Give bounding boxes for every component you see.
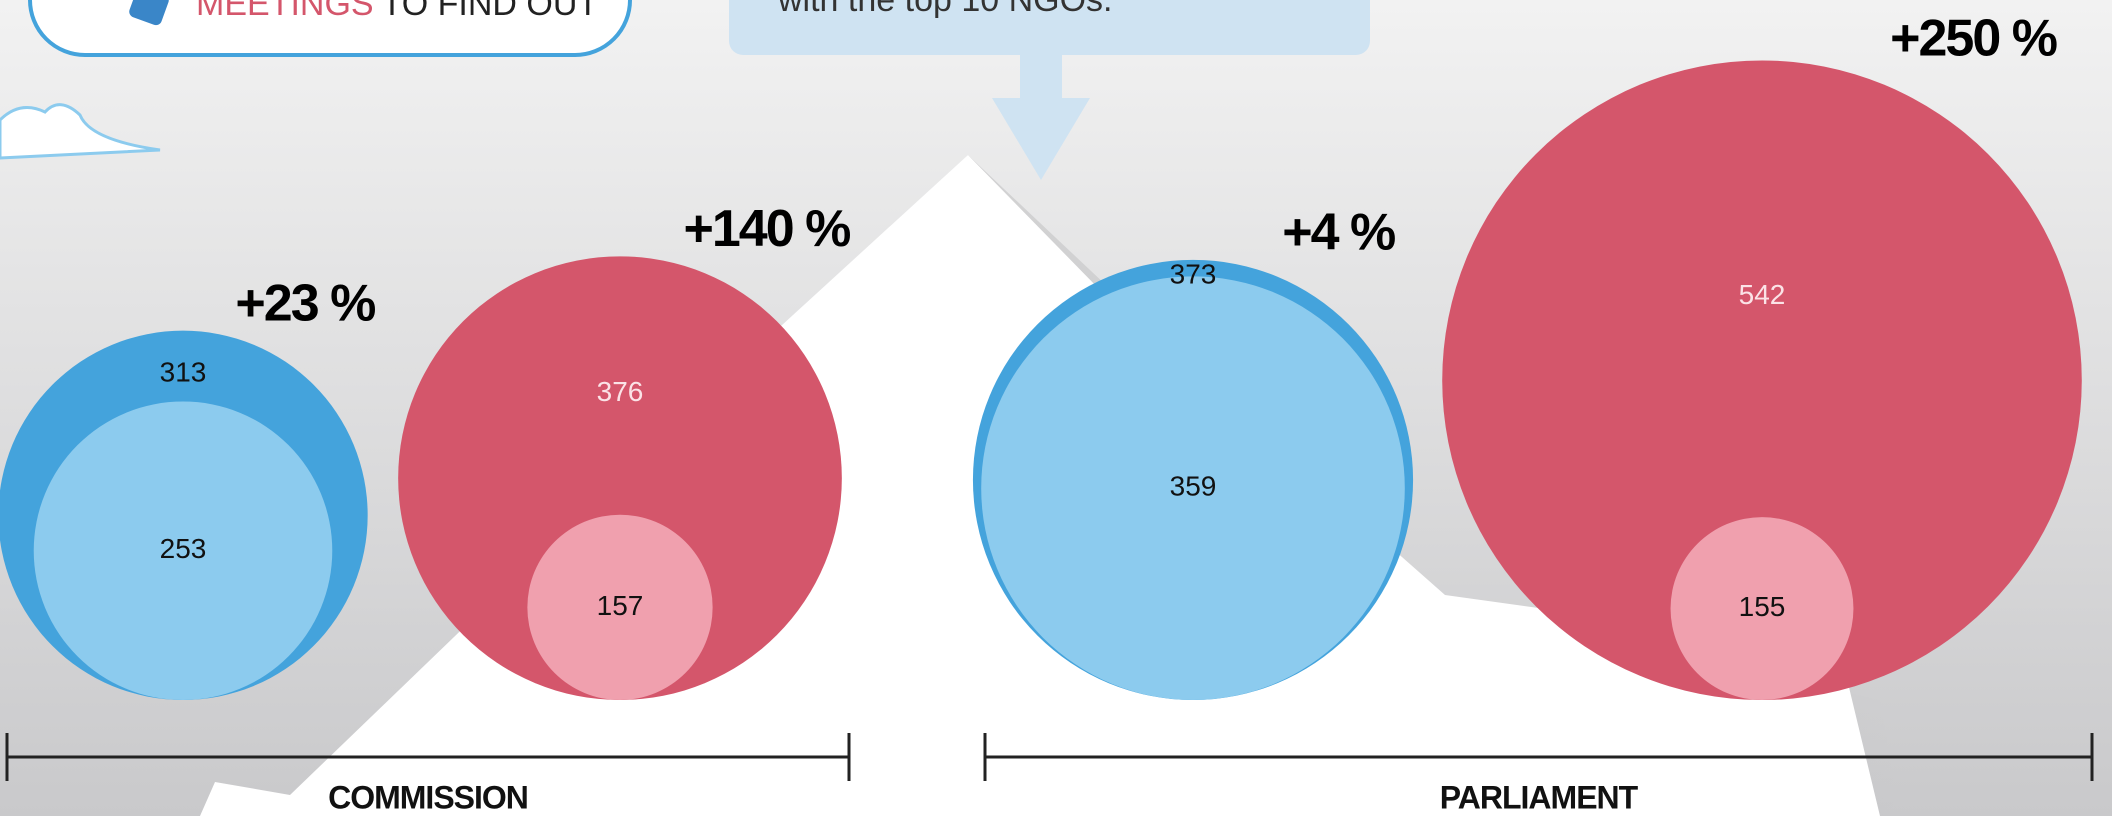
change-label: +4 % xyxy=(1282,204,1395,262)
outer-value: 373 xyxy=(1170,259,1217,290)
inner-value: 253 xyxy=(160,533,207,564)
change-label: +250 % xyxy=(1890,10,2057,68)
outer-value: 313 xyxy=(160,356,207,387)
header-text: MEETINGS TO FIND OUT xyxy=(196,0,598,23)
change-label: +140 % xyxy=(684,200,851,258)
callout-text: with the top 10 NGOs. xyxy=(777,0,1113,19)
header-highlight: MEETINGS xyxy=(196,0,374,23)
outer-value: 542 xyxy=(1739,279,1786,310)
header-rest: TO FIND OUT xyxy=(382,0,599,23)
inner-value: 155 xyxy=(1739,591,1786,622)
inner-value: 359 xyxy=(1170,471,1217,502)
change-label: +23 % xyxy=(235,274,375,332)
outer-value: 376 xyxy=(597,376,644,407)
group-label: PARLIAMENT xyxy=(1440,779,1639,815)
infographic: MEETINGS TO FIND OUT with the top 10 NGOs… xyxy=(0,0,2112,816)
inner-value: 157 xyxy=(597,590,644,621)
group-label: COMMISSION xyxy=(328,779,528,815)
